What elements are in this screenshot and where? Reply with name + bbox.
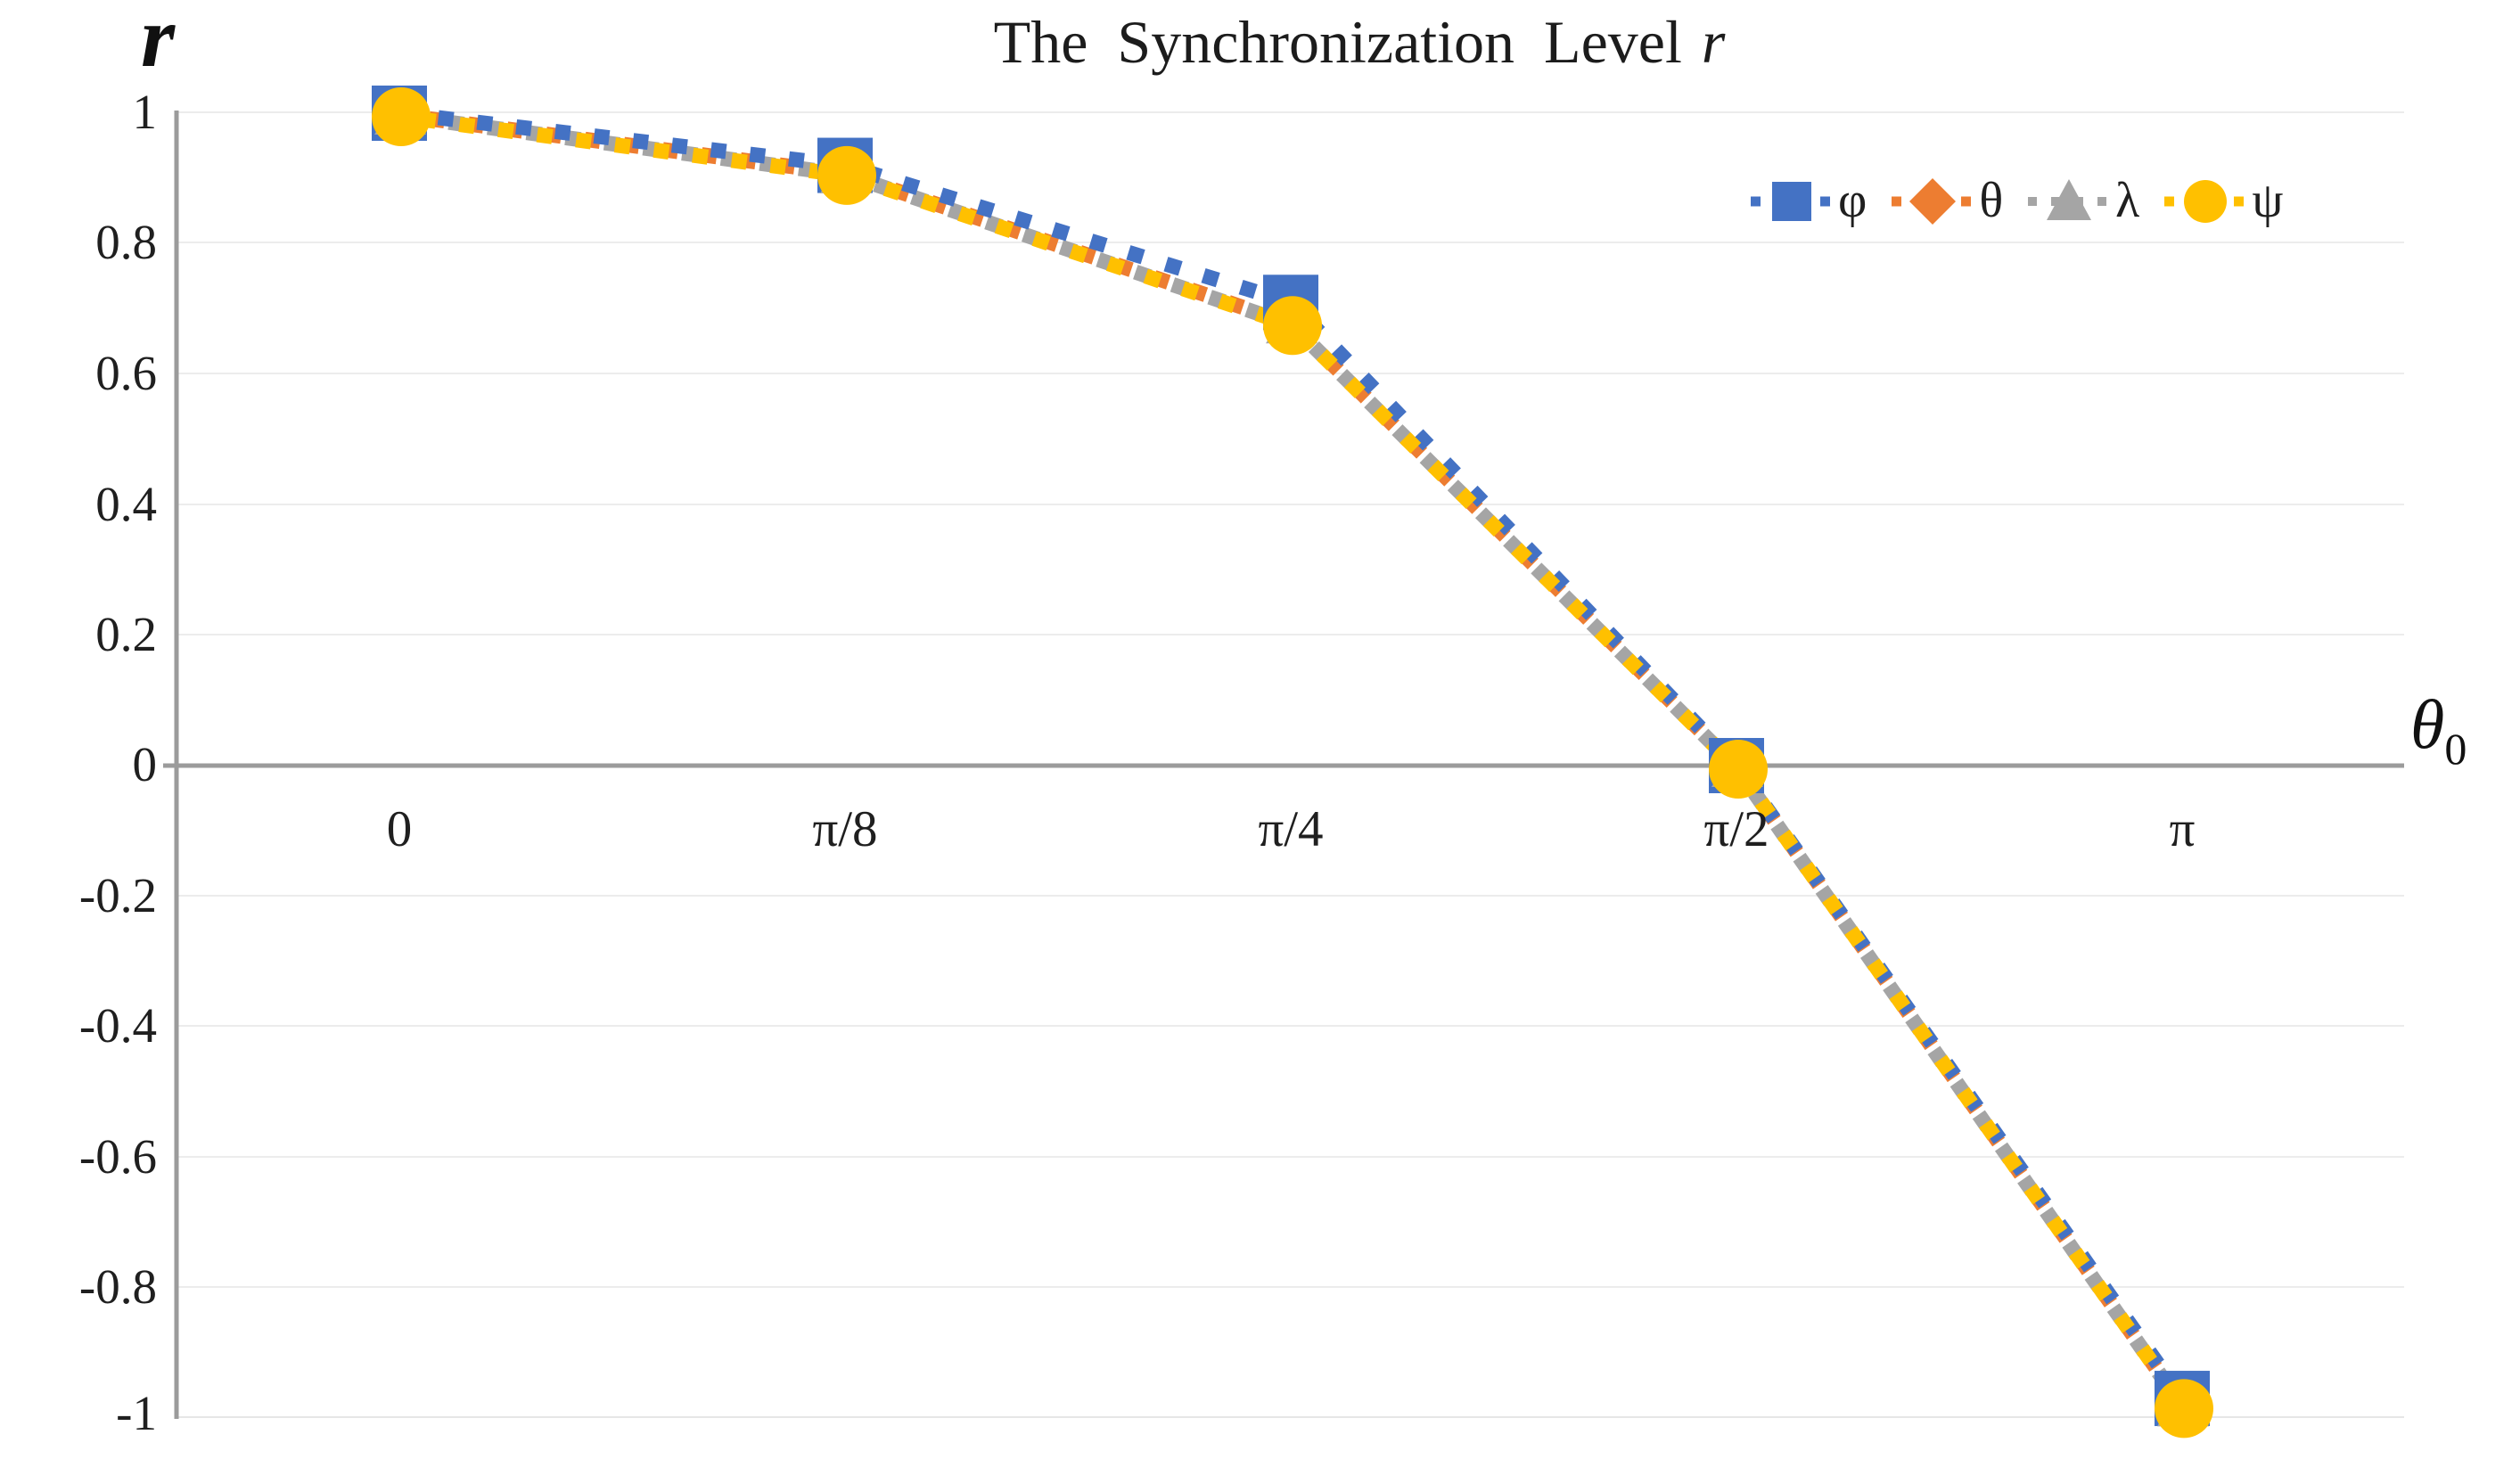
legend-label: θ — [1979, 173, 2004, 228]
legend-marker-triangle-icon — [2028, 179, 2111, 220]
x-axis-title: θ0 — [2410, 684, 2467, 771]
y-tick-label: -1 — [116, 1386, 157, 1440]
chart-title-text: The Synchronization Level — [993, 8, 1682, 76]
legend-item-lambda: λ — [2026, 171, 2139, 230]
legend: φ θ λ ψ — [1749, 169, 2283, 232]
y-tick-label: -0.6 — [78, 1129, 157, 1184]
y-tick-label: -0.2 — [78, 868, 157, 922]
x-tick-label: π/4 — [1258, 801, 1324, 857]
legend-label: ψ — [2252, 173, 2284, 228]
series-marker-circle — [817, 145, 876, 205]
x-axis-title-symbol: θ — [2410, 685, 2445, 763]
x-tick-label: π/8 — [812, 801, 878, 857]
series-marker-circle — [1709, 740, 1768, 799]
y-tick-label: -0.4 — [78, 998, 157, 1053]
legend-marker-square-icon — [1751, 182, 1833, 221]
series-line-θ — [398, 107, 2189, 1412]
gridlines — [176, 111, 2404, 1418]
legend-marker-circle-icon — [2164, 180, 2247, 223]
legend-item-theta: θ — [1890, 171, 2003, 230]
y-tick-label: 0.2 — [95, 607, 157, 661]
y-tick-label: -0.8 — [78, 1259, 157, 1314]
chart-title: The Synchronization Level r — [205, 7, 2514, 78]
x-tick-label: π — [2169, 801, 2196, 857]
series-marker-circle — [2155, 1379, 2213, 1439]
chart-title-r: r — [1701, 8, 1726, 76]
y-tick-label: 0.8 — [95, 215, 157, 269]
y-axis-title: r — [141, 0, 176, 86]
y-tick-label: 0.4 — [95, 477, 157, 531]
y-tick-label: 0.6 — [95, 346, 157, 400]
y-tick-label: 0 — [132, 737, 158, 791]
series-marker-circle — [372, 87, 431, 146]
x-tick-label: π/2 — [1703, 801, 1769, 857]
series-line-ψ — [399, 109, 2190, 1414]
series-marker-circle — [1263, 296, 1322, 356]
legend-label: φ — [1838, 173, 1867, 228]
legend-item-phi: φ — [1749, 171, 1867, 230]
legend-marker-diamond-icon — [1892, 178, 1974, 225]
y-tick-label: 1 — [132, 85, 158, 139]
x-tick-label: 0 — [386, 801, 413, 857]
legend-label: λ — [2115, 173, 2140, 228]
x-axis-title-subscript: 0 — [2444, 724, 2467, 774]
legend-item-psi: ψ — [2163, 171, 2283, 230]
series-layer — [372, 86, 2213, 1439]
